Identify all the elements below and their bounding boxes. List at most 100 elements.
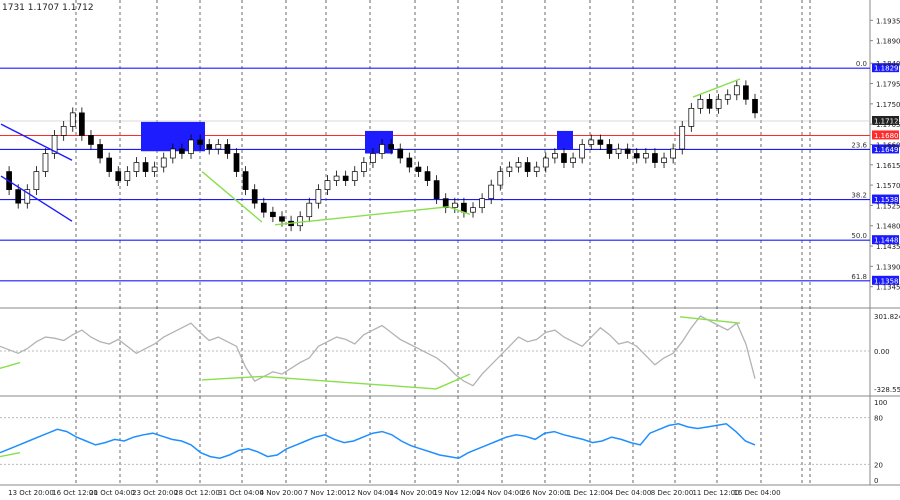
candle-body — [542, 157, 549, 168]
candle-body — [633, 153, 640, 159]
candle-body — [206, 144, 213, 150]
time-tick-label: 4 Nov 20:00 — [260, 489, 303, 497]
candle-body — [333, 175, 340, 181]
fib-label: 38.2 — [851, 192, 867, 200]
candle-body — [597, 139, 604, 145]
candle-body — [670, 148, 676, 159]
trend-line — [0, 175, 73, 222]
candle-body — [33, 171, 40, 190]
candle-body — [88, 135, 94, 145]
key-level-tag — [872, 130, 899, 140]
fib-label: 0.0 — [856, 60, 867, 68]
candle-body — [415, 166, 422, 172]
fibonacci-levels: 0.0 1.1829 23.6 1.1649 38.2 1.1538 50.0 1.1448 6… — [0, 60, 899, 285]
candle-body — [424, 171, 431, 181]
candle-body — [752, 98, 758, 114]
candle-body — [397, 148, 404, 159]
trend-line — [0, 123, 73, 161]
candle-body — [388, 144, 394, 150]
cci-divergence-line — [679, 316, 741, 324]
candle-body — [706, 98, 713, 109]
candle-body — [124, 171, 131, 181]
supply-zones — [141, 121, 573, 154]
time-tick-label: 12 Nov 04:00 — [346, 489, 393, 497]
cci-divergence-line — [435, 373, 471, 390]
current-price-tag — [872, 115, 899, 125]
fib-label: 61.8 — [851, 273, 867, 281]
fib-price-tag — [872, 144, 899, 154]
fib-price-value: 1.1358 — [874, 277, 899, 285]
candle-body — [642, 153, 649, 159]
ohlc-readout: 1731 1.1707 1.1712 — [2, 3, 94, 13]
candle-body — [224, 144, 231, 154]
supply-zone — [365, 130, 393, 154]
candle-body — [588, 139, 595, 145]
candle-body — [279, 216, 285, 222]
candle-body — [197, 139, 203, 145]
candle-body — [506, 166, 513, 172]
fib-price-tag — [872, 194, 899, 204]
candle-body — [697, 98, 704, 109]
fib-price-value: 1.1448 — [874, 237, 899, 245]
candle-body — [715, 98, 722, 109]
candle-body — [233, 153, 240, 172]
candle-body — [533, 166, 540, 172]
time-tick-label: 16 Oct 12:00 — [52, 489, 98, 497]
rsi-axis-label: 20 — [874, 461, 883, 469]
time-tick-label: 7 Nov 12:00 — [304, 489, 347, 497]
candle-body — [42, 153, 49, 172]
candle-body — [724, 94, 731, 100]
candle-body — [743, 85, 749, 100]
cci-axis-label: -328.551 — [874, 386, 900, 394]
candle-body — [570, 157, 576, 163]
candle-body — [652, 153, 658, 163]
rsi-axis-label: 0 — [874, 477, 878, 485]
candle-body — [461, 202, 467, 213]
rsi-line — [0, 423, 756, 459]
fib-price-value: 1.1829 — [874, 65, 899, 73]
candle-body — [497, 171, 504, 186]
cci-divergence-line — [261, 375, 437, 390]
candle-body — [160, 157, 167, 168]
price-tick-label: 1.1935 — [876, 17, 900, 25]
cci-axis-label: 0.00 — [874, 348, 890, 356]
time-tick-label: 8 Dec 20:00 — [651, 489, 694, 497]
cci-divergence-line — [0, 361, 21, 369]
trend-line — [692, 78, 741, 98]
time-gridlines — [75, 0, 811, 485]
candle-body — [97, 144, 103, 159]
candle-body — [79, 112, 85, 136]
price-tick-label: 1.1345 — [876, 284, 900, 292]
fib-price-tag — [872, 235, 899, 245]
fib-price-tag — [872, 63, 899, 73]
candle-body — [561, 153, 567, 163]
time-tick-label: 31 Oct 04:00 — [218, 489, 264, 497]
rsi-divergence-line — [0, 452, 21, 458]
candle-body — [151, 166, 158, 172]
time-tick-label: 13 Oct 20:00 — [8, 489, 54, 497]
candle-body — [251, 189, 258, 204]
candle-body — [15, 189, 22, 204]
candle-body — [552, 153, 558, 159]
rsi-axis-label: 80 — [874, 415, 883, 423]
cci-line — [0, 315, 756, 387]
price-tick-label: 1.1525 — [876, 202, 900, 210]
trend-line — [201, 171, 263, 223]
supply-zone — [557, 130, 573, 149]
candle-body — [115, 171, 122, 181]
fib-label: 50.0 — [851, 232, 867, 240]
time-tick-label: 1 Dec 12:00 — [567, 489, 610, 497]
price-tick-label: 1.1840 — [876, 60, 900, 68]
candle-body — [306, 202, 313, 218]
candle-body — [270, 211, 276, 218]
candle-body — [351, 171, 358, 181]
candle-body — [142, 162, 149, 172]
cci-divergence-line — [201, 375, 263, 381]
candle-body — [179, 148, 185, 154]
trend-line — [274, 206, 449, 226]
candle-body — [242, 171, 249, 190]
candle-body — [679, 126, 686, 150]
rsi-panel: 100 80 20 0 — [0, 399, 887, 485]
